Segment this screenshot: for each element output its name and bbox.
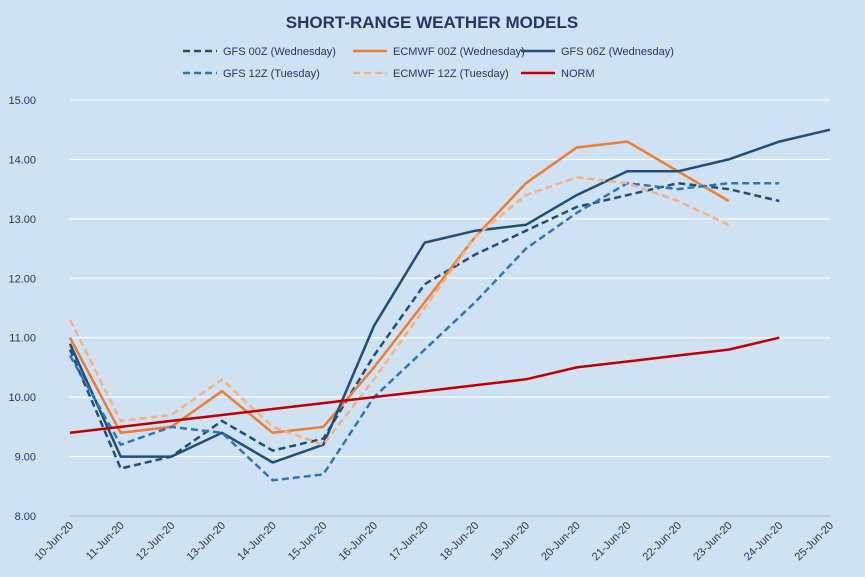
y-tick-label: 13.00 [8, 214, 36, 226]
x-axis-ticks: 10-Jun-20 11-Jun-20 12-Jun-20 13-Jun-20 14-J… [33, 520, 837, 564]
series-line-5 [69, 336, 780, 435]
gridlines [70, 99, 830, 517]
legend-label-4: ECMWF 12Z (Tuesday) [393, 68, 509, 80]
y-tick-label: 15.00 [8, 95, 36, 107]
series-line-1 [68, 140, 730, 435]
legend-label-0: GFS 00Z (Wednesday) [223, 46, 336, 58]
x-tick-label: 21-Jun-20 [590, 520, 634, 564]
y-tick-label: 14.00 [8, 154, 36, 166]
series-line-2 [68, 128, 831, 464]
y-tick-label: 9.00 [15, 452, 36, 464]
legend-label-5: NORM [561, 68, 595, 80]
series-lines [68, 128, 831, 482]
x-tick-label: 13-Jun-20 [185, 520, 229, 564]
x-tick-label: 23-Jun-20 [691, 520, 735, 564]
x-tick-label: 20-Jun-20 [539, 520, 583, 564]
legend-label-3: GFS 12Z (Tuesday) [223, 68, 320, 80]
y-tick-label: 12.00 [8, 273, 36, 285]
chart-title: SHORT-RANGE WEATHER MODELS [286, 13, 578, 32]
y-tick-label: 10.00 [8, 392, 36, 404]
x-tick-label: 22-Jun-20 [641, 520, 685, 564]
legend-label-2: GFS 06Z (Wednesday) [561, 46, 674, 58]
y-axis-ticks: 8.00 9.00 10.00 11.00 12.00 13.00 14.00 15.00 [8, 95, 36, 523]
x-tick-label: 24-Jun-20 [742, 520, 786, 564]
x-tick-label: 25-Jun-20 [793, 520, 837, 564]
x-tick-label: 12-Jun-20 [134, 520, 178, 564]
x-tick-label: 18-Jun-20 [438, 520, 482, 564]
x-tick-label: 14-Jun-20 [235, 520, 279, 564]
series-line-0 [68, 181, 780, 470]
x-tick-label: 10-Jun-20 [33, 520, 77, 564]
x-tick-label: 11-Jun-20 [84, 520, 127, 563]
x-tick-label: 15-Jun-20 [286, 520, 330, 564]
series-line-3 [68, 181, 780, 482]
x-tick-label: 16-Jun-20 [337, 520, 381, 564]
legend: GFS 00Z (Wednesday) ECMWF 00Z (Wednesday)… [183, 46, 674, 80]
x-tick-label: 19-Jun-20 [489, 520, 533, 564]
y-tick-label: 8.00 [15, 511, 36, 523]
legend-label-1: ECMWF 00Z (Wednesday) [393, 46, 525, 58]
series-line-4 [68, 176, 730, 446]
y-tick-label: 11.00 [9, 333, 36, 345]
x-tick-label: 17-Jun-20 [387, 520, 431, 564]
